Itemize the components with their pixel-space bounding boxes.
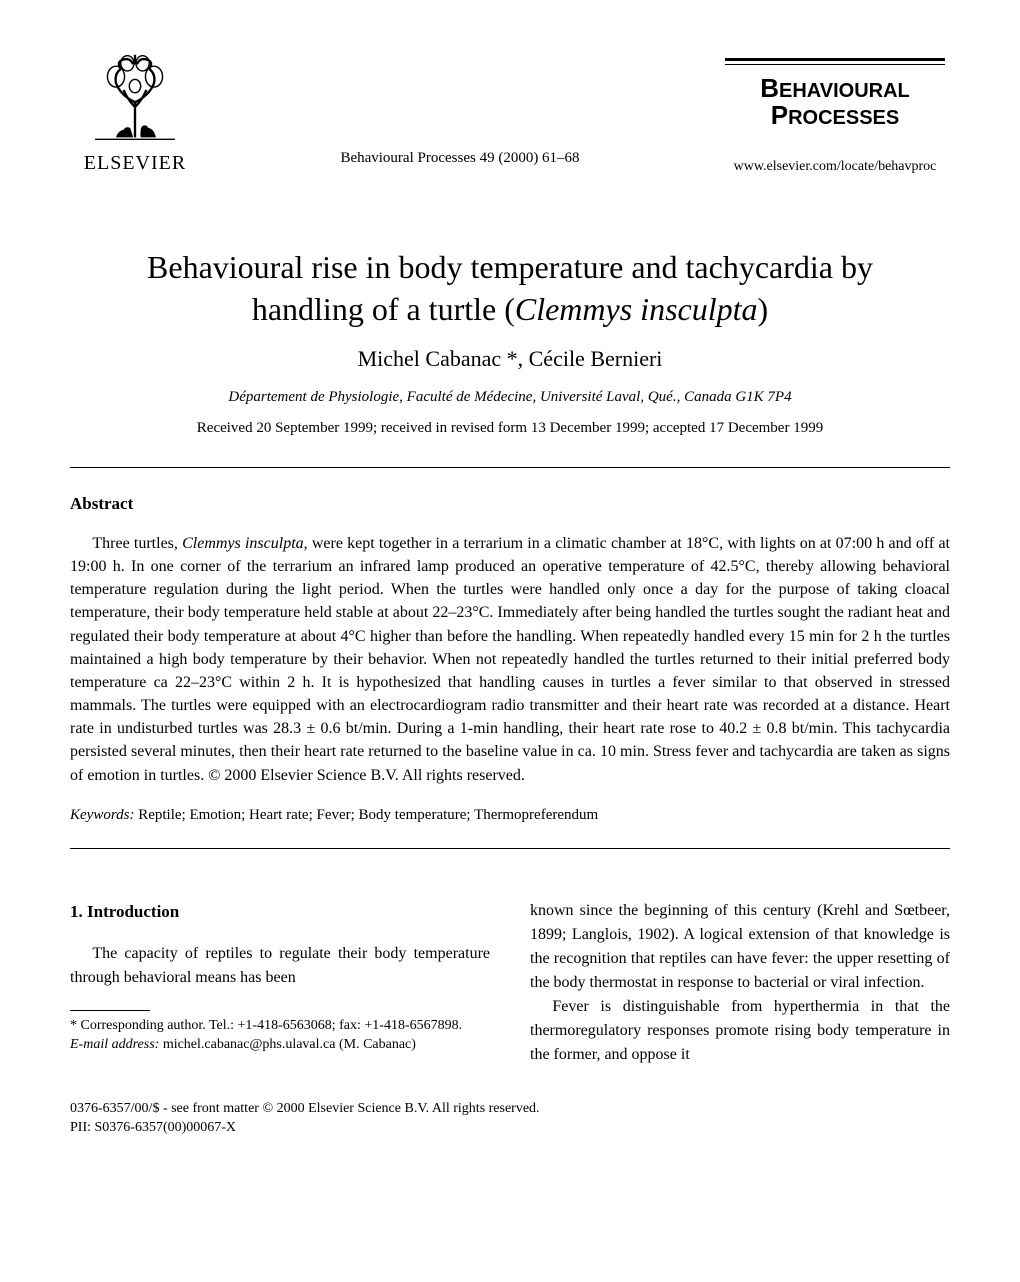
- abstract-body: , were kept together in a terrarium in a…: [70, 535, 950, 784]
- title-part2: ): [758, 291, 769, 327]
- page-footer: 0376-6357/00/$ - see front matter © 2000…: [70, 1099, 950, 1138]
- section-heading-intro: 1. Introduction: [70, 899, 490, 925]
- intro-para-right-1: known since the beginning of this centur…: [530, 899, 950, 995]
- affiliation: Département de Physiologie, Faculté de M…: [70, 387, 950, 408]
- abstract-species: Clemmys insculpta: [182, 535, 304, 552]
- author-line: Michel Cabanac *, Cécile Bernieri: [70, 344, 950, 375]
- publisher-name: ELSEVIER: [84, 149, 186, 177]
- footer-pii: PII: S0376-6357(00)00067-X: [70, 1118, 950, 1138]
- intro-para-left: The capacity of reptiles to regulate the…: [70, 942, 490, 990]
- title-species: Clemmys insculpta: [515, 291, 758, 327]
- left-column: 1. Introduction The capacity of reptiles…: [70, 899, 490, 1067]
- article-title: Behavioural rise in body temperature and…: [90, 247, 930, 330]
- footnote-email: E-mail address: michel.cabanac@phs.ulava…: [70, 1036, 490, 1055]
- page-header: ELSEVIER Behavioural Processes 49 (2000)…: [70, 50, 950, 177]
- keywords-list: Reptile; Emotion; Heart rate; Fever; Bod…: [134, 807, 598, 823]
- body-columns: 1. Introduction The capacity of reptiles…: [70, 899, 950, 1067]
- journal-title: BEHAVIOURAL PROCESSES: [760, 75, 910, 130]
- abstract-heading: Abstract: [70, 492, 950, 516]
- journal-url: www.elsevier.com/locate/behavproc: [734, 157, 937, 177]
- journal-block: BEHAVIOURAL PROCESSES www.elsevier.com/l…: [720, 58, 950, 177]
- abstract-lead: Three turtles,: [92, 535, 182, 552]
- rule-below-keywords: [70, 848, 950, 849]
- citation-text: Behavioural Processes 49 (2000) 61–68: [200, 148, 720, 177]
- journal-rule: [725, 58, 945, 65]
- footnote-email-label: E-mail address:: [70, 1037, 159, 1052]
- intro-para-right-2: Fever is distinguishable from hypertherm…: [530, 995, 950, 1067]
- journal-line2-rest: ROCESSES: [788, 107, 899, 129]
- submission-dates: Received 20 September 1999; received in …: [70, 418, 950, 439]
- keywords-label: Keywords:: [70, 807, 134, 823]
- keywords-line: Keywords: Reptile; Emotion; Heart rate; …: [70, 805, 950, 826]
- journal-line2-cap: P: [771, 100, 788, 130]
- footnote-email-rest: michel.cabanac@phs.ulaval.ca (M. Cabanac…: [159, 1037, 416, 1052]
- elsevier-tree-icon: [85, 50, 185, 145]
- footer-copyright: 0376-6357/00/$ - see front matter © 2000…: [70, 1099, 950, 1119]
- right-column: known since the beginning of this centur…: [530, 899, 950, 1067]
- rule-above-abstract: [70, 467, 950, 468]
- journal-line1-rest: EHAVIOURAL: [779, 80, 910, 102]
- journal-line1-cap: B: [760, 73, 779, 103]
- footnote-rule: [70, 1010, 150, 1011]
- abstract-text: Three turtles, Clemmys insculpta, were k…: [70, 532, 950, 787]
- footnote-corresponding: * Corresponding author. Tel.: +1-418-656…: [70, 1017, 490, 1036]
- publisher-block: ELSEVIER: [70, 50, 200, 177]
